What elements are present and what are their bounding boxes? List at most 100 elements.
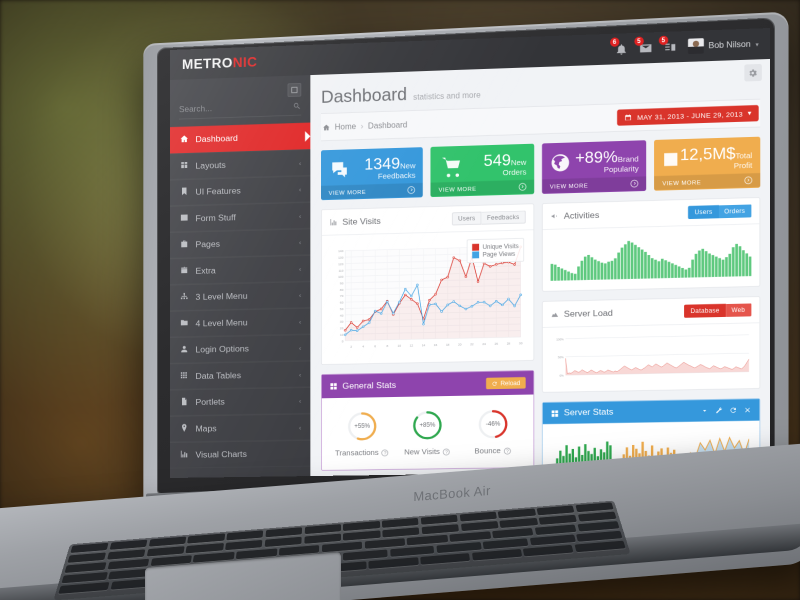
info-icon[interactable]: ? — [503, 447, 511, 455]
info-icon[interactable]: ? — [442, 448, 450, 456]
sidebar-item-layouts[interactable]: Layouts ‹ — [170, 149, 311, 180]
bell-icon[interactable]: 6 — [609, 36, 628, 56]
date-range-picker[interactable]: MAY 31, 2013 - JUNE 29, 2013 ▾ — [617, 105, 759, 126]
donut-bounce: -46% Bounce? — [460, 401, 526, 461]
user-menu[interactable]: Bob Nilson ▾ — [687, 36, 759, 55]
tasks-icon[interactable]: 5 — [658, 35, 676, 54]
search-box[interactable] — [178, 101, 302, 120]
general-stats-body: +55% Transactions? +85% New Visits? -46% Boun… — [322, 394, 534, 470]
sidebar-toggle-button[interactable] — [287, 82, 302, 98]
search-input[interactable] — [178, 101, 293, 115]
svg-text:110: 110 — [339, 269, 344, 273]
page-subtitle: statistics and more — [413, 90, 481, 102]
stat-card-new-feedbacks[interactable]: 1349New Feedbacks VIEW MORE — [321, 147, 424, 201]
user-name: Bob Nilson — [708, 39, 751, 51]
sidebar-item-ui-features[interactable]: UI Features ‹ — [170, 175, 311, 206]
avatar — [687, 38, 704, 55]
app-logo[interactable]: METRONIC — [170, 52, 310, 73]
gear-icon[interactable] — [744, 63, 762, 82]
logo-accent: NIC — [232, 53, 258, 70]
laptop-screen: METRONIC 6 5 5 — [170, 28, 770, 478]
info-icon[interactable]: ? — [381, 449, 389, 457]
refresh-icon[interactable] — [729, 406, 737, 414]
chart-icon — [179, 449, 189, 460]
stat-card-new-orders[interactable]: 549New Orders VIEW MORE — [430, 143, 535, 198]
svg-text:0%: 0% — [560, 374, 565, 378]
sidebar-item-login-options[interactable]: Login Options ‹ — [170, 334, 311, 364]
breadcrumb-item-home[interactable]: Home — [334, 121, 357, 132]
breadcrumb-items: Home › Dashboard — [323, 120, 407, 132]
svg-text:26: 26 — [495, 342, 499, 346]
donut-chart: +55% — [345, 409, 379, 443]
stat-card-total-profit[interactable]: 12,5M$Total Profit VIEW MORE — [654, 136, 761, 191]
site-visits-feedbacks-button[interactable]: Feedbacks — [481, 210, 526, 225]
site-visits-legend: Unique Visits Page Views — [467, 238, 525, 264]
svg-text:+55%: +55% — [354, 424, 370, 430]
stat-card-view-more[interactable]: VIEW MORE — [541, 176, 647, 194]
tasks-badge: 5 — [658, 35, 669, 45]
close-icon[interactable] — [744, 406, 752, 414]
svg-text:60: 60 — [340, 301, 344, 305]
sidebar-item-extra[interactable]: Extra ‹ — [170, 254, 311, 285]
sidebar-item-portlets[interactable]: Portlets ‹ — [170, 387, 311, 416]
sidebar-item-label: Layouts — [195, 160, 226, 171]
general-stats-reload-button[interactable]: Reload — [485, 377, 526, 390]
general-stats-reload-label: Reload — [500, 379, 521, 387]
sidebar-item-label: Login Options — [195, 344, 249, 355]
server-load-database-button[interactable]: Database — [684, 303, 726, 318]
megaphone-icon — [551, 213, 557, 219]
svg-text:120: 120 — [338, 262, 343, 266]
stat-card-brand-popularity[interactable]: +89%Brand Popularity VIEW MORE — [541, 140, 647, 194]
sidebar-item-form-stuff[interactable]: Form Stuff ‹ — [170, 202, 311, 233]
stat-card-view-more[interactable]: VIEW MORE — [430, 179, 535, 197]
svg-text:10: 10 — [398, 344, 402, 348]
svg-text:100: 100 — [338, 275, 343, 279]
sidebar-item-maps[interactable]: Maps ‹ — [170, 413, 311, 443]
svg-text:20: 20 — [340, 326, 344, 330]
chevron-left-icon: ‹ — [298, 396, 302, 405]
activities-toggle: Users Orders — [688, 204, 752, 220]
sidebar-item-4-level-menu[interactable]: 4 Level Menu ‹ — [170, 307, 311, 338]
envelope-icon[interactable]: 5 — [634, 36, 652, 55]
wrench-icon[interactable] — [715, 407, 723, 415]
svg-text:+85%: +85% — [419, 423, 436, 429]
server-load-title: Server Load — [563, 308, 613, 319]
svg-text:18: 18 — [446, 343, 450, 347]
chevron-left-icon: ‹ — [298, 370, 302, 378]
server-load-web-button[interactable]: Web — [725, 303, 752, 317]
site-visits-body: 0 10 20 30 40 50 60 70 80 90 100 110 120 130 140 2 4 6 8 10… — [322, 230, 534, 364]
refresh-icon — [492, 381, 497, 386]
bell-badge: 6 — [609, 36, 620, 47]
activities-orders-button[interactable]: Orders — [718, 204, 752, 219]
stat-card-view-more[interactable]: VIEW MORE — [321, 182, 424, 200]
svg-text:4: 4 — [362, 344, 364, 348]
general-stats-donuts: +55% Transactions? +85% New Visits? -46% Boun… — [329, 401, 525, 463]
svg-text:8: 8 — [386, 344, 388, 348]
activities-users-button[interactable]: Users — [688, 205, 719, 220]
stat-card-values: 549New Orders — [466, 151, 527, 178]
sitemap-icon — [179, 292, 189, 303]
chevron-left-icon: ‹ — [298, 423, 302, 431]
site-visits-users-button[interactable]: Users — [451, 211, 482, 226]
svg-text:10: 10 — [340, 333, 344, 337]
svg-text:50: 50 — [340, 307, 344, 311]
envelope-badge: 5 — [634, 36, 644, 46]
donut-label: Transactions? — [329, 449, 394, 458]
site-visits-panel: Site Visits Users Feedbacks 0 10 20 30 40 50 6… — [321, 203, 535, 366]
svg-text:14: 14 — [422, 343, 426, 347]
sidebar-item-pages[interactable]: Pages ‹ — [170, 228, 311, 259]
svg-text:6: 6 — [374, 344, 376, 348]
chevron-down-icon[interactable] — [701, 407, 709, 415]
calendar-icon — [625, 114, 632, 120]
sidebar-item-data-tables[interactable]: Data Tables ‹ — [170, 360, 311, 390]
sidebar-item-dashboard[interactable]: Dashboard — [170, 122, 311, 154]
activities-panel: Activities Users Orders — [541, 197, 761, 292]
chevron-down-icon: ▾ — [747, 109, 752, 117]
sidebar-item-3-level-menu[interactable]: 3 Level Menu ‹ — [170, 281, 311, 311]
stat-card-view-more[interactable]: VIEW MORE — [654, 173, 761, 190]
sidebar-item-label: Visual Charts — [195, 449, 247, 460]
sidebar-item-label: Dashboard — [195, 133, 238, 145]
svg-text:80: 80 — [340, 288, 344, 292]
page-title: Dashboard — [321, 83, 408, 107]
sidebar-item-visual-charts[interactable]: Visual Charts — [170, 440, 311, 469]
